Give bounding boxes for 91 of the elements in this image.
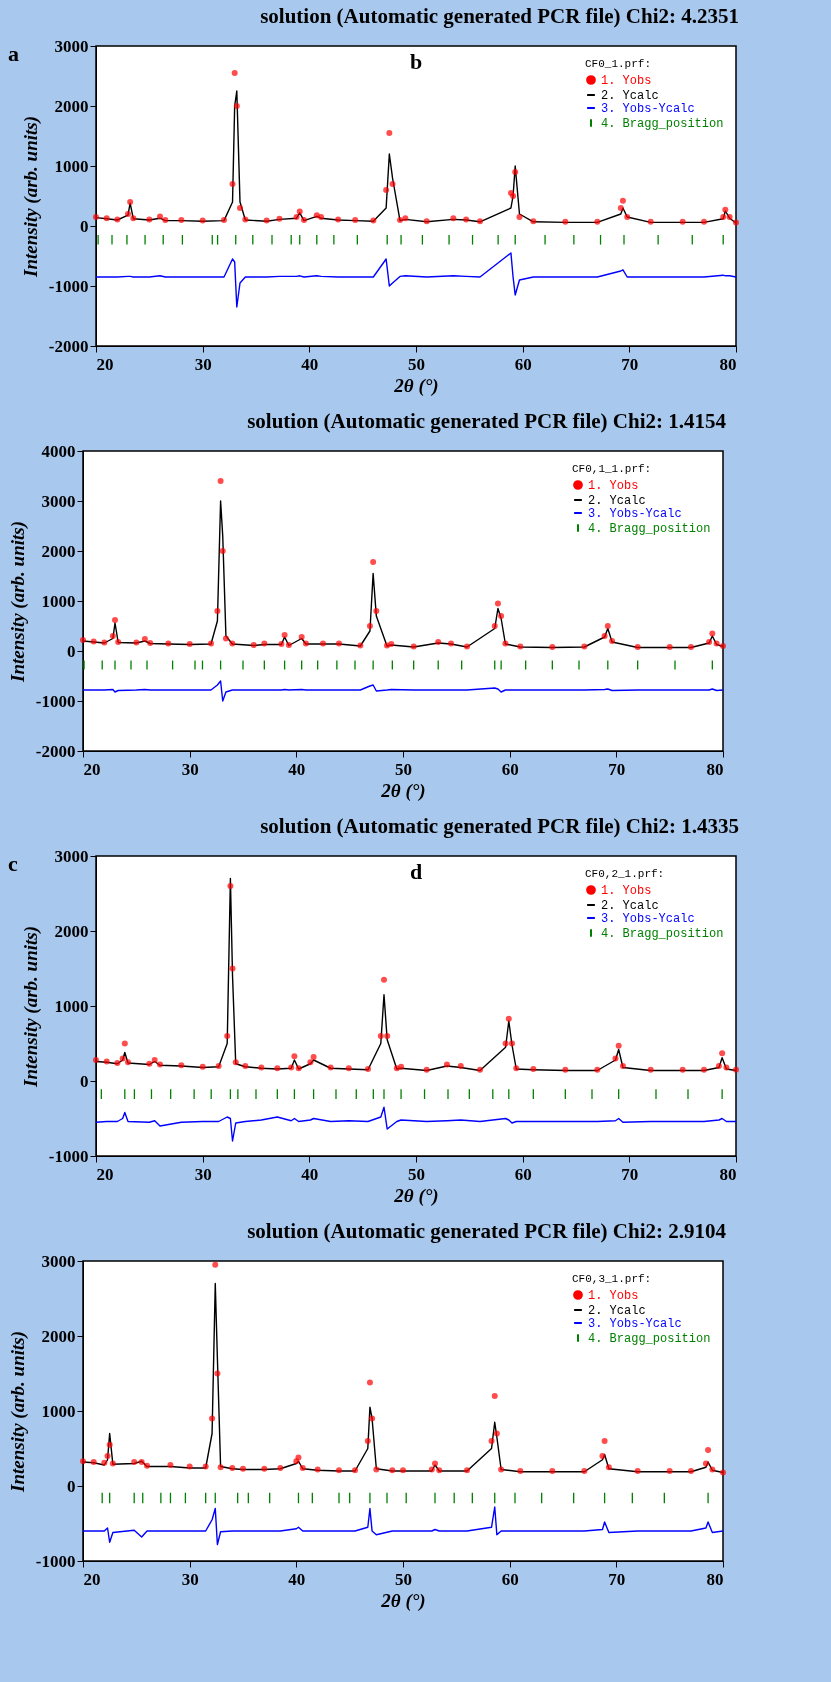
y-tick-label: 2000 xyxy=(54,96,89,116)
x-tick-label: 80 xyxy=(706,1569,724,1589)
y-tick-label: 3000 xyxy=(41,491,76,511)
legend-title: CF0,2_1.prf: xyxy=(585,868,665,880)
x-axis-title: 2θ (°) xyxy=(380,779,426,802)
y-tick-label: 3000 xyxy=(54,36,89,56)
y-tick-label: 1000 xyxy=(41,1401,76,1421)
y-tick-label: 2000 xyxy=(54,921,89,941)
y-tick-label: 2000 xyxy=(41,541,76,561)
line-series xyxy=(83,1506,723,1546)
line-series xyxy=(83,680,723,702)
annotation: d xyxy=(409,859,423,884)
legend-label: 3. Yobs-Ycalc xyxy=(601,102,695,116)
x-tick-label: 40 xyxy=(301,1164,319,1184)
y-tick-label: 1000 xyxy=(54,156,89,176)
legend-title: CF0,1_1.prf: xyxy=(572,463,652,475)
x-tick-label: 50 xyxy=(395,759,412,779)
legend-label: 1. Yobs xyxy=(601,74,652,88)
y-tick-label: 1000 xyxy=(41,591,76,611)
y-tick-label: 4000 xyxy=(41,441,76,461)
x-tick-label: 60 xyxy=(514,1164,532,1184)
chart-title: solution (Automatic generated PCR file) Chi2: 1.4154 xyxy=(247,409,727,433)
x-tick-label: 70 xyxy=(608,1569,626,1589)
text: c xyxy=(8,851,18,876)
x-tick-label: 60 xyxy=(514,354,532,374)
legend-label: 4. Bragg_position xyxy=(588,1332,711,1346)
x-tick-label: 20 xyxy=(83,1569,101,1589)
legend-label: 4. Bragg_position xyxy=(601,927,724,941)
legend-label: 2. Ycalc xyxy=(588,494,646,508)
x-tick-label: 50 xyxy=(408,354,425,374)
x-axis-title: 2θ (°) xyxy=(393,1184,439,1207)
chart-title: solution (Automatic generated PCR file) Chi2: 1.4335 xyxy=(260,814,739,838)
x-tick-label: 80 xyxy=(719,354,737,374)
legend-title: CF0_1.prf: xyxy=(585,58,652,70)
x-tick-label: 30 xyxy=(181,759,199,779)
x-axis-title: 2θ (°) xyxy=(380,1589,426,1612)
y-axis-title: Intensity (arb. units) xyxy=(6,520,29,684)
legend-title: CF0,3_1.prf: xyxy=(572,1273,652,1285)
y-axis-title: Intensity (arb. units) xyxy=(19,115,42,279)
x-axis-title: 2θ (°) xyxy=(393,374,439,397)
x-tick-label: 50 xyxy=(408,1164,425,1184)
y-tick-label: 3000 xyxy=(41,1251,76,1271)
legend-label: 1. Yobs xyxy=(588,1289,639,1303)
y-axis-title: Intensity (arb. units) xyxy=(19,925,42,1089)
chart-title: solution (Automatic generated PCR file) Chi2: 2.9104 xyxy=(247,1219,727,1243)
y-tick-label: 0 xyxy=(80,1071,89,1091)
x-tick-label: 80 xyxy=(719,1164,737,1184)
annotation: b xyxy=(409,49,423,74)
y-tick-label: -1000 xyxy=(35,691,76,711)
y-tick-label: -1000 xyxy=(48,1146,89,1166)
legend-label: 4. Bragg_position xyxy=(588,522,711,536)
legend-label: 2. Ycalc xyxy=(588,1304,646,1318)
line-series xyxy=(96,1106,736,1142)
x-tick-label: 70 xyxy=(608,759,626,779)
x-tick-label: 30 xyxy=(181,1569,199,1589)
x-tick-label: 60 xyxy=(501,759,519,779)
legend-label: 3. Yobs-Ycalc xyxy=(601,912,695,926)
legend-label: 3. Yobs-Ycalc xyxy=(588,1317,682,1331)
y-tick-label: 1000 xyxy=(54,996,89,1016)
legend-label: 3. Yobs-Ycalc xyxy=(588,507,682,521)
y-tick-label: 3000 xyxy=(54,846,89,866)
x-tick-label: 30 xyxy=(194,354,212,374)
x-tick-label: 50 xyxy=(395,1569,412,1589)
x-tick-label: 40 xyxy=(301,354,319,374)
text: a xyxy=(8,41,19,66)
legend-label: 1. Yobs xyxy=(588,479,639,493)
y-tick-label: 0 xyxy=(67,1476,76,1496)
y-tick-label: 0 xyxy=(80,216,89,236)
x-tick-label: 60 xyxy=(501,1569,519,1589)
x-tick-label: 70 xyxy=(621,354,639,374)
legend-label: 2. Ycalc xyxy=(601,899,659,913)
y-tick-label: -1000 xyxy=(48,276,89,296)
legend-label: 4. Bragg_position xyxy=(601,117,724,131)
y-tick-label: -2000 xyxy=(48,336,89,356)
x-tick-label: 20 xyxy=(96,1164,114,1184)
y-axis-title: Intensity (arb. units) xyxy=(6,1330,29,1494)
x-tick-label: 80 xyxy=(706,759,724,779)
x-tick-label: 70 xyxy=(621,1164,639,1184)
x-tick-label: 40 xyxy=(288,759,306,779)
y-tick-label: 2000 xyxy=(41,1326,76,1346)
legend-label: 1. Yobs xyxy=(601,884,652,898)
line-series xyxy=(96,252,736,308)
x-tick-label: 20 xyxy=(96,354,114,374)
x-tick-label: 40 xyxy=(288,1569,306,1589)
y-tick-label: -2000 xyxy=(35,741,76,761)
x-tick-label: 30 xyxy=(194,1164,212,1184)
y-tick-label: 0 xyxy=(67,641,76,661)
y-tick-label: -1000 xyxy=(35,1551,76,1571)
x-tick-label: 20 xyxy=(83,759,101,779)
legend-label: 2. Ycalc xyxy=(601,89,659,103)
chart-title: solution (Automatic generated PCR file) Chi2: 4.2351 xyxy=(260,4,739,28)
